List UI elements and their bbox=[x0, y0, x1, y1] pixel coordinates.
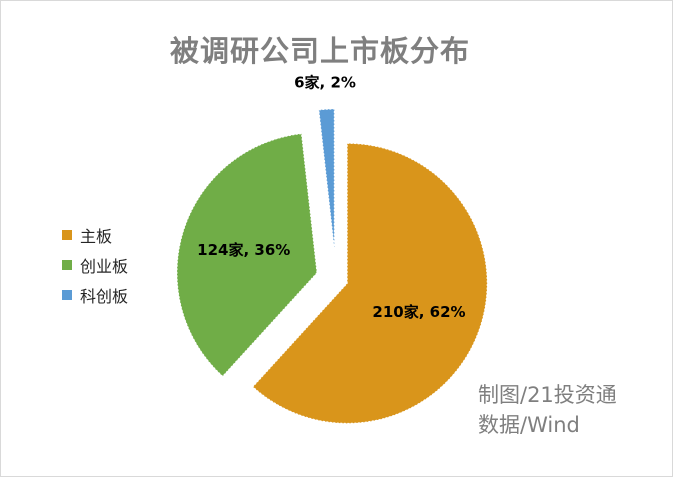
legend-label-star-market: 科创板 bbox=[80, 287, 129, 306]
source-note: 制图/21投资通 数据/Wind bbox=[478, 380, 617, 440]
legend-label-chinext: 创业板 bbox=[80, 257, 129, 276]
chart-title: 被调研公司上市板分布 bbox=[169, 34, 470, 68]
legend: 主板 创业板 科创板 bbox=[62, 220, 128, 310]
legend-item-chinext: 创业板 bbox=[62, 250, 128, 280]
legend-swatch-chinext bbox=[62, 260, 72, 270]
pie-slice-main-board bbox=[252, 142, 488, 424]
pie-slice-star-market bbox=[318, 108, 335, 250]
data-label-chinext: 124家, 36% bbox=[197, 241, 290, 259]
pie-slice-chinext bbox=[176, 133, 318, 377]
source-line-design: 制图/21投资通 bbox=[478, 383, 617, 407]
data-label-star-market: 6家, 2% bbox=[294, 73, 356, 91]
legend-item-star-market: 科创板 bbox=[62, 280, 128, 310]
source-line-data: 数据/Wind bbox=[478, 413, 580, 437]
legend-swatch-star-market bbox=[62, 290, 72, 300]
data-label-main-board: 210家, 62% bbox=[372, 303, 465, 321]
legend-swatch-main-board bbox=[62, 230, 72, 240]
legend-item-main-board: 主板 bbox=[62, 220, 128, 250]
legend-label-main-board: 主板 bbox=[80, 227, 113, 246]
